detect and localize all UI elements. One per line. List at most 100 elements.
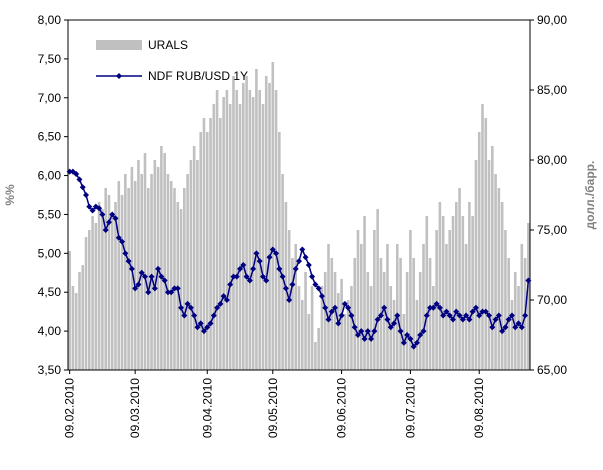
bar [317,328,320,370]
bar [500,202,504,370]
marker [296,258,302,265]
marker [391,320,398,327]
bar [527,223,530,370]
marker [315,285,322,292]
bar [192,146,196,370]
bar [412,258,415,370]
marker [508,312,515,319]
marker [420,328,427,335]
bar [382,272,386,370]
marker [233,273,240,280]
bar [399,258,402,370]
bar [133,181,137,370]
bar [517,286,520,370]
bar [153,160,157,370]
bar [481,104,484,370]
marker [371,328,378,335]
bar [353,258,357,370]
bar [127,188,130,370]
bar [356,230,360,370]
marker [197,320,204,327]
bar [196,160,199,370]
marker [400,339,407,346]
marker [417,332,424,338]
marker [220,293,227,300]
marker [305,262,312,268]
bar [300,300,304,370]
bar [215,90,219,370]
marker [184,300,191,307]
marker [207,320,214,327]
marker [469,308,476,315]
marker [83,192,90,198]
bar [104,188,107,370]
bar [507,258,511,370]
bar [94,223,98,370]
marker [525,277,532,284]
marker [164,289,171,296]
marker [512,324,519,331]
marker [191,312,198,319]
legend-label: NDF RUB/USD 1Y [148,69,248,83]
marker [436,304,443,311]
marker [256,258,263,265]
bar [205,132,209,370]
marker [453,308,460,315]
marker [227,281,234,288]
bar [369,286,373,370]
bar [395,244,399,370]
bar [248,90,252,370]
marker [128,265,135,272]
bar [245,76,248,370]
bar [333,272,337,370]
marker [433,300,440,307]
marker [515,320,522,327]
bar [225,90,229,370]
marker [374,316,381,323]
marker [443,308,450,315]
bar [474,160,478,370]
y-tick-label: 4,00 [38,324,62,338]
marker [135,281,142,288]
bar [304,272,307,370]
marker [194,324,201,331]
marker [174,285,181,292]
bar [373,230,376,370]
legend-marker [116,73,122,79]
marker [246,277,253,284]
marker [397,328,404,335]
marker [282,285,289,292]
bar [327,244,330,370]
bar [310,286,314,370]
marker [450,316,456,323]
y-tick-label: 5,00 [38,246,62,260]
marker [348,312,355,319]
marker [200,328,207,335]
marker [404,332,411,338]
bar [78,272,81,370]
marker [518,324,525,331]
bar [513,272,517,370]
bar [268,83,271,370]
marker [217,300,224,307]
bar [468,202,471,370]
bar [202,118,206,370]
bar [432,286,435,370]
x-tick-label: 09.07.2010 [403,378,417,438]
marker [102,227,109,233]
marker [148,273,155,280]
marker [410,343,417,350]
bar [487,160,491,370]
marker [142,273,148,280]
marker [495,312,502,319]
marker [266,254,273,261]
marker [138,269,145,276]
bar [199,132,203,370]
marker [302,254,309,261]
y2-tick-label: 80,00 [537,153,567,167]
marker [99,211,106,218]
marker [204,324,211,331]
bar [74,293,78,370]
bar [261,104,265,370]
marker [253,250,260,257]
